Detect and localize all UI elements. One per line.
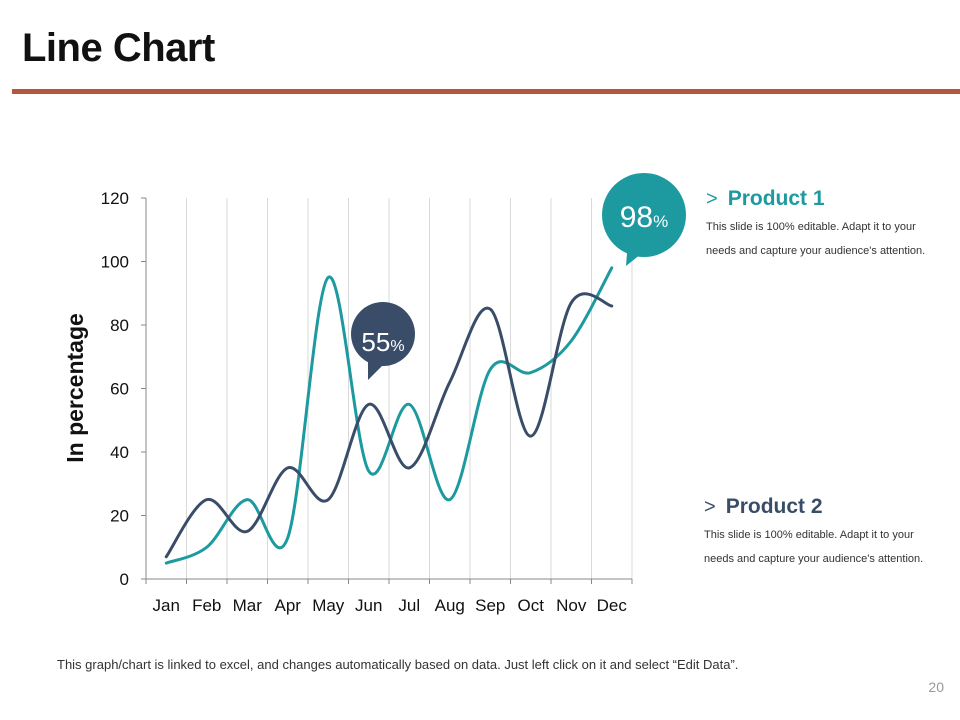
chart-series [164, 266, 614, 565]
legend-product-1: > Product 1 This slide is 100% editable.… [706, 187, 946, 263]
x-tick-label: Aug [435, 596, 465, 615]
x-axis-ticks: Jan Feb Mar Apr May Jun Jul Aug Sep Oct Nov Dec [145, 579, 633, 615]
x-tick-label: Feb [192, 596, 221, 615]
legend-product-1-header: > Product 1 [706, 187, 946, 211]
callout-55-value: 55 [361, 327, 390, 357]
x-tick-label: Oct [518, 596, 545, 615]
chevron-right-icon: > [706, 187, 718, 210]
callout-98-unit: % [653, 212, 668, 231]
chart-grid [186, 198, 633, 579]
x-tick-label: Jan [153, 596, 180, 615]
x-tick-label: May [312, 596, 345, 615]
y-axis-label: In percentage [62, 313, 88, 463]
callout-55-unit: % [390, 338, 404, 355]
legend-product-1-description: This slide is 100% editable. Adapt it to… [706, 221, 926, 257]
y-tick-label: 120 [101, 189, 129, 208]
svg-text:55%: 55% [361, 327, 404, 357]
series-line-1 [164, 266, 614, 565]
y-axis-ticks: 0 20 40 60 80 100 120 [101, 189, 146, 589]
callout-55-bubble: 55% [351, 302, 415, 380]
y-tick-label: 0 [120, 570, 129, 589]
svg-text:98%: 98% [620, 201, 669, 234]
y-tick-label: 20 [110, 507, 129, 526]
x-tick-label: Mar [233, 596, 263, 615]
callout-98-value: 98 [620, 201, 653, 234]
x-tick-label: Sep [475, 596, 505, 615]
page-number: 20 [928, 679, 944, 695]
y-tick-label: 60 [110, 380, 129, 399]
legend-product-2: > Product 2 This slide is 100% editable.… [704, 495, 944, 571]
title-divider [12, 89, 960, 94]
y-tick-label: 40 [110, 443, 129, 462]
legend-product-2-header: > Product 2 [704, 495, 944, 519]
slide-title: Line Chart [22, 26, 215, 70]
series-line-2 [164, 292, 614, 559]
y-tick-label: 80 [110, 316, 129, 335]
y-tick-label: 100 [101, 253, 129, 272]
footnote: This graph/chart is linked to excel, and… [57, 657, 739, 672]
x-tick-label: Jul [398, 596, 420, 615]
legend-product-2-name: Product 2 [725, 495, 823, 518]
callout-98-bubble: 98% [602, 173, 686, 266]
x-tick-label: Nov [556, 596, 587, 615]
x-tick-label: Jun [355, 596, 382, 615]
chevron-right-icon: > [704, 495, 716, 518]
legend-product-1-name: Product 1 [727, 187, 825, 210]
x-tick-label: Dec [597, 596, 628, 615]
x-tick-label: Apr [275, 596, 302, 615]
legend-product-2-description: This slide is 100% editable. Adapt it to… [704, 529, 924, 565]
